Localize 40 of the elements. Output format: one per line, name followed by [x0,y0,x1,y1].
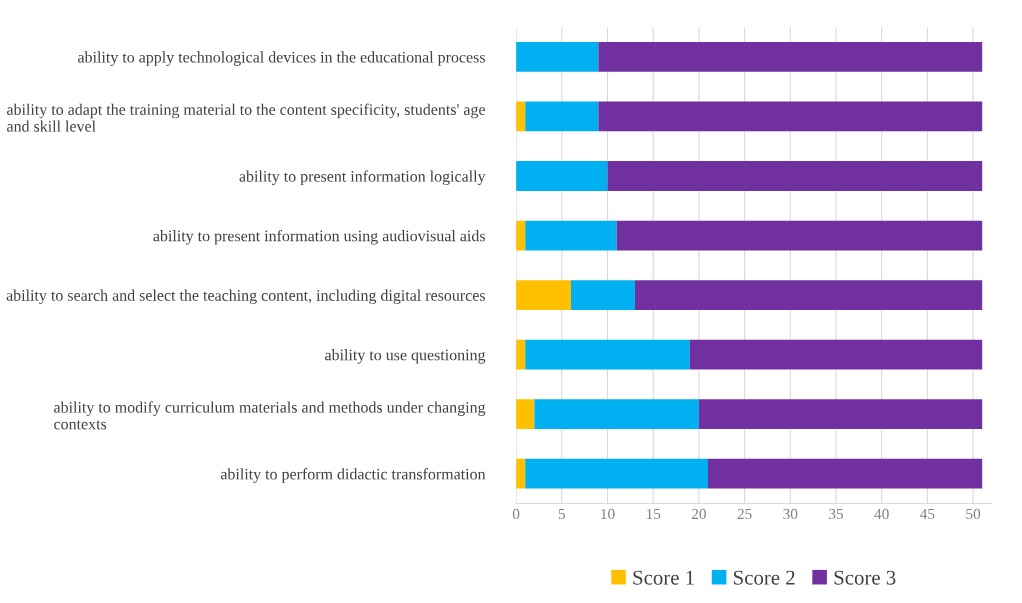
y-tick-label: ability to use questioning [325,349,486,364]
bar [634,280,983,310]
bar [708,458,983,489]
y-tick-label: ability to present information using audiovisual aids [153,229,485,245]
y-tick-label: ability to perform didactic transformation [220,468,486,483]
y-tick-label: ability to adapt the training material to the content specificity, students' age and skill level [7,103,485,132]
legend-label: Score 1 [633,570,694,585]
y-tick-label: ability to modify curriculum materials and methods under changing contexts [54,401,486,430]
x-tick-label: 30 [783,508,798,520]
bar [525,101,599,132]
x-tick-label: 25 [737,508,752,520]
legend-label: Score 3 [834,570,896,585]
x-tick-label: 40 [874,508,889,520]
bar [698,399,983,430]
legend-label: Score 2 [734,570,795,585]
x-tick-label: 35 [829,508,844,520]
bar [516,161,608,191]
y-tick-label: ability to apply technological devices in the educational process [78,51,485,66]
bar [516,399,535,430]
x-tick-label: 20 [691,508,706,520]
y-tick-label: ability to present information logically [239,170,486,186]
bar [534,399,699,430]
bar [616,220,983,251]
x-tick-label: 10 [601,508,615,520]
bar [570,280,635,310]
bar [598,42,983,72]
x-tick-label: 0 [512,508,520,520]
bar [607,161,983,191]
bar [516,280,571,310]
bar [689,339,983,370]
y-tick-label: ability to search and select the teaching content, including digital resources [6,289,485,305]
x-tick-label: 5 [558,508,566,520]
x-tick-label: 45 [920,508,935,520]
x-tick-label: 50 [966,508,981,520]
bar [525,220,617,251]
bar [516,42,599,72]
bar [525,339,690,370]
bar [598,101,983,132]
bar [525,458,709,489]
x-tick-label: 15 [646,508,661,520]
